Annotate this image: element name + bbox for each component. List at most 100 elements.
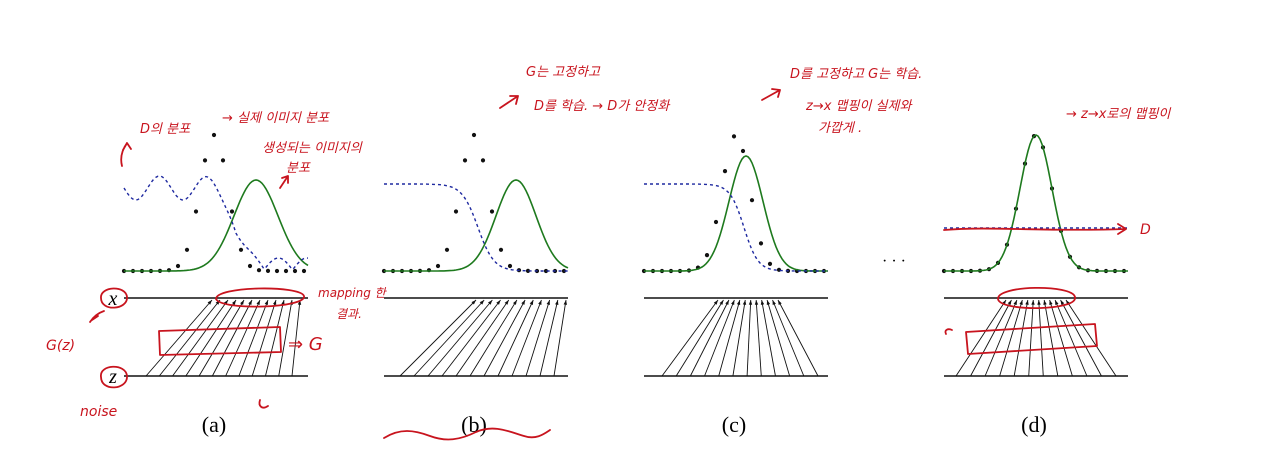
data-point: [507, 263, 513, 269]
data-point: [265, 268, 271, 273]
panel-a-generator-curve: [124, 179, 309, 272]
a-gen-dist-note-1: 생성되는 이미지의: [262, 141, 363, 156]
mapping-arrow: [732, 299, 746, 377]
mapping-arrow: [172, 299, 229, 377]
mapping-arrow: [1060, 299, 1102, 377]
mapping-arrowhead: [742, 300, 747, 305]
mapping-arrow: [661, 299, 719, 377]
data-point: [713, 219, 719, 225]
data-point: [211, 132, 217, 138]
mapping-arrow: [185, 299, 237, 377]
c-note-line-2: z→x 맵핑이 실제와: [805, 99, 913, 114]
mapping-arrowhead: [754, 300, 759, 305]
b-note-line-2: D를 학습. → D가 안정화: [534, 99, 670, 114]
panel-d-mapping-arrows: [955, 299, 1117, 377]
data-point: [283, 268, 289, 274]
mapping-arrow: [746, 299, 752, 377]
mapping-arrow: [265, 299, 285, 377]
mapping-arrow: [158, 299, 221, 377]
mapping-arrow: [1049, 299, 1073, 377]
mapping-arrow: [278, 299, 293, 377]
mapping-arrow: [225, 299, 261, 377]
panel-b-mapping-arrows: [399, 299, 567, 377]
mapping-arrowhead: [1019, 300, 1023, 305]
mapping-arrowhead: [479, 300, 485, 305]
mapping-arrow: [970, 299, 1012, 377]
panel-d-arrows-box: [965, 323, 1098, 355]
data-point: [238, 247, 244, 252]
data-point: [776, 267, 782, 272]
mapping-arrow: [675, 299, 724, 377]
mapping-arrow: [689, 299, 730, 377]
mapping-arrowhead: [513, 300, 517, 305]
mapping-arrowhead: [207, 300, 212, 305]
a-mapping-note-1: mapping 한: [318, 286, 388, 300]
mapping-arrowhead: [748, 300, 753, 305]
mapping-arrow: [455, 299, 510, 377]
panel-d-dots: [941, 134, 1127, 274]
data-point: [247, 263, 253, 269]
mapping-arrow: [441, 299, 501, 377]
mapping-arrowhead: [1049, 300, 1053, 305]
mapping-arrow: [399, 299, 477, 377]
a-real-dist-note: → 실제 이미지 분포: [222, 111, 330, 126]
data-point: [731, 134, 737, 139]
mapping-arrow: [145, 299, 213, 377]
mapping-arrow: [772, 299, 805, 377]
data-point: [193, 209, 199, 214]
panel-a-label: (a): [202, 412, 226, 437]
mapping-arrowhead: [778, 300, 782, 305]
panel-d-generator-curve: [944, 134, 1128, 272]
d-d-label: D: [1140, 222, 1151, 238]
mapping-arrow: [718, 299, 741, 377]
mapping-arrowhead: [273, 300, 277, 305]
z-circle: [100, 365, 128, 389]
gen-dist-arrow: [279, 175, 289, 189]
annotation-text: D의 분포 → 실제 이미지 분포 생성되는 이미지의 분포 mapping 한…: [46, 65, 1171, 420]
panel-a-bottom-mark: [258, 399, 269, 409]
data-point: [184, 247, 190, 252]
data-point: [444, 247, 450, 252]
b-note-line-1: G는 고정하고: [526, 65, 601, 80]
panel-c-dots: [641, 134, 827, 274]
mapping-arrowhead: [471, 300, 476, 305]
a-noise-note: noise: [80, 404, 117, 420]
z-axis-label: z: [108, 366, 117, 388]
mapping-arrowhead: [538, 300, 542, 305]
data-point: [740, 148, 746, 154]
data-point: [561, 268, 567, 274]
mapping-arrowhead: [240, 300, 244, 305]
panel-b-discriminator-curve: [384, 183, 568, 272]
panel-b-underline-wave: [383, 427, 551, 441]
d-dist-arrow: [120, 142, 132, 167]
data-point: [722, 169, 728, 174]
panel-d-side-mark: [944, 328, 953, 335]
mapping-arrowhead: [713, 300, 718, 305]
mapping-arrowhead: [1007, 300, 1012, 305]
mapping-arrowhead: [488, 300, 493, 305]
data-point: [292, 268, 298, 274]
data-point: [220, 158, 226, 163]
mapping-arrowhead: [496, 300, 501, 305]
data-point: [256, 268, 262, 273]
mapping-arrow: [999, 299, 1023, 377]
mapping-arrowhead: [1060, 300, 1065, 305]
mapping-arrowhead: [281, 300, 285, 305]
x-circle: [100, 287, 128, 309]
mapping-arrowhead: [1013, 300, 1017, 305]
data-point: [229, 209, 235, 214]
mapping-arrowhead: [232, 300, 236, 305]
c-note-arrow: [761, 88, 781, 101]
data-point: [462, 158, 468, 163]
panel-c: (c): [641, 134, 828, 437]
mapping-arrowhead: [736, 300, 741, 305]
mapping-arrow: [955, 299, 1007, 377]
mapping-arrow: [483, 299, 526, 377]
mapping-arrow: [755, 299, 762, 377]
data-point: [767, 261, 773, 266]
a-d-dist-note: D의 분포: [140, 122, 191, 137]
mapping-arrowhead: [719, 300, 724, 305]
a-gz-note: G(z): [46, 338, 75, 354]
panel-c-generator-curve: [644, 155, 828, 272]
